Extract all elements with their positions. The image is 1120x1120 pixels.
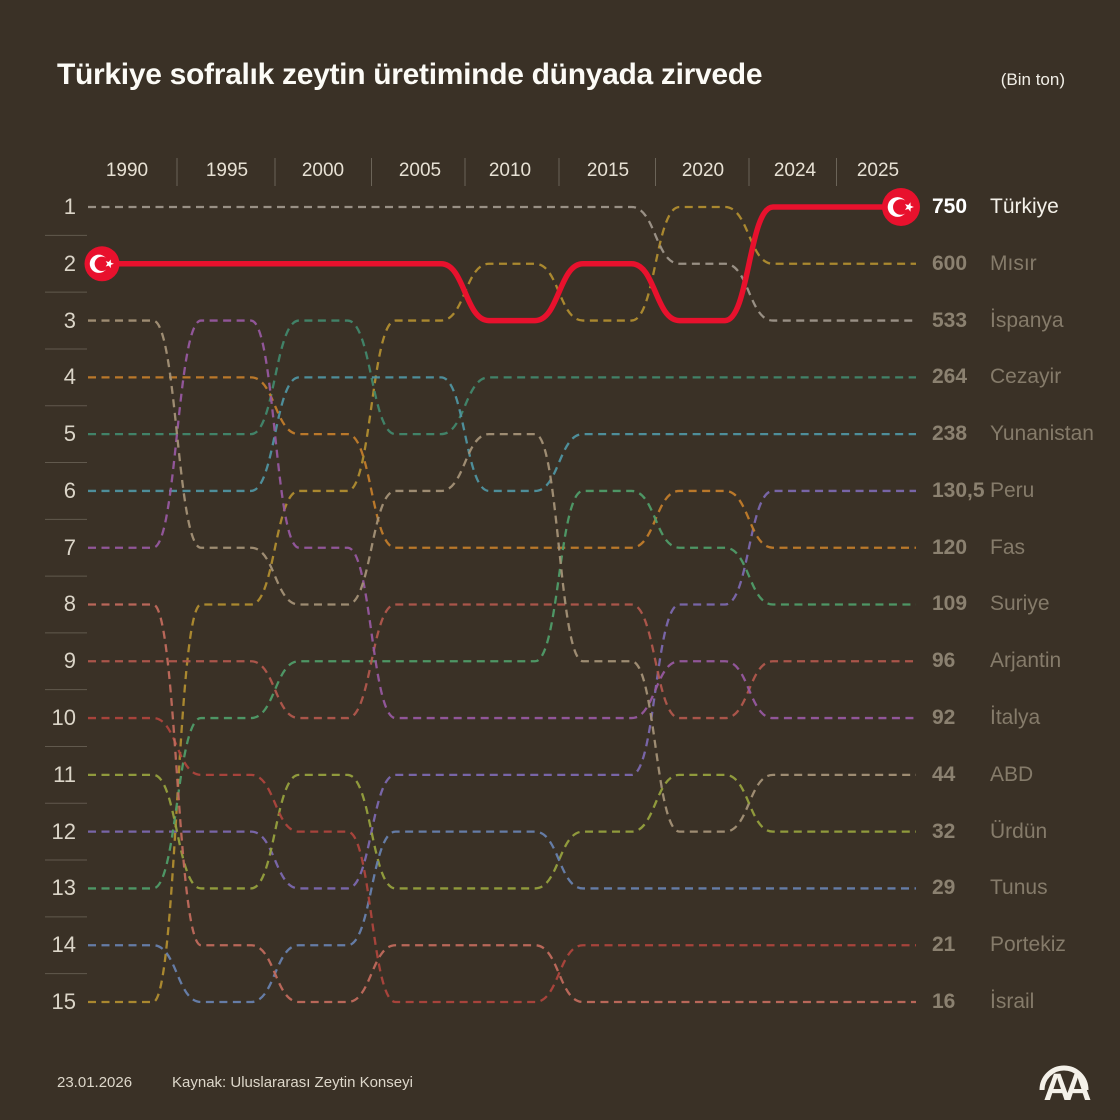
legend-value-Peru: 130,5 xyxy=(932,478,985,502)
legend-country-Suriye: Suriye xyxy=(990,592,1050,616)
rank-label-15: 15 xyxy=(51,988,76,1014)
rank-label-13: 13 xyxy=(51,875,76,901)
rank-label-3: 3 xyxy=(63,307,76,333)
legend-country-Cezayir: Cezayir xyxy=(990,365,1062,389)
legend-value-Arjantin: 96 xyxy=(932,649,956,673)
legend-country-Tunus: Tunus xyxy=(990,876,1048,900)
legend-country-Mısır: Mısır xyxy=(990,251,1037,275)
legend-country-İspanya: İspanya xyxy=(990,308,1064,332)
bump-line-Yunanistan xyxy=(88,376,916,493)
legend-value-Türkiye: 750 xyxy=(932,195,968,218)
rank-label-6: 6 xyxy=(63,477,76,503)
rank-label-12: 12 xyxy=(51,818,76,844)
legend-value-Fas: 120 xyxy=(932,535,968,559)
rank-label-11: 11 xyxy=(53,761,76,787)
legend-value-Yunanistan: 238 xyxy=(932,422,968,446)
bump-line-Tunus xyxy=(88,830,916,1004)
turkey-flag-start xyxy=(84,246,120,282)
logo-text: AA xyxy=(1044,1067,1091,1109)
bump-line-Portekiz xyxy=(88,716,916,1004)
legend-value-Portekiz: 21 xyxy=(932,933,956,957)
legend-country-Türkiye: Türkiye xyxy=(990,195,1059,218)
legend-country-Yunanistan: Yunanistan xyxy=(990,422,1094,446)
legend-value-ABD: 44 xyxy=(932,762,956,786)
legend-value-İtalya: 92 xyxy=(932,706,956,730)
bump-line-Peru xyxy=(88,489,916,890)
unit-label: (Bin ton) xyxy=(1000,70,1065,89)
legend-country-Fas: Fas xyxy=(990,535,1026,559)
aa-agency-logo: AA xyxy=(1039,1065,1098,1109)
turkey-flag-end xyxy=(882,188,920,226)
year-label-2025: 2025 xyxy=(856,160,900,181)
bump-line-Ürdün xyxy=(88,773,916,890)
footer-date: 23.01.2026 xyxy=(57,1074,133,1091)
year-label-2024: 2024 xyxy=(773,160,817,181)
bump-line-Cezayir xyxy=(88,319,916,436)
legend-value-Ürdün: 32 xyxy=(932,819,956,843)
logo-arc xyxy=(1039,1065,1089,1091)
bump-line-Mısır xyxy=(88,205,916,1004)
year-label-2015: 2015 xyxy=(586,160,630,181)
rank-label-7: 7 xyxy=(63,534,76,560)
rank-label-14: 14 xyxy=(51,932,76,958)
legend-value-İsrail: 16 xyxy=(932,989,956,1013)
year-label-2020: 2020 xyxy=(681,160,725,181)
bump-line-Fas xyxy=(88,376,916,549)
year-label-1995: 1995 xyxy=(205,160,249,181)
rank-label-1: 1 xyxy=(63,194,76,219)
legend-value-Mısır: 600 xyxy=(932,251,968,275)
bump-line-Türkiye xyxy=(102,204,901,324)
rank-label-9: 9 xyxy=(63,648,76,674)
bump-line-İspanya xyxy=(88,205,916,322)
legend-value-İspanya: 533 xyxy=(932,308,968,332)
bump-line-İsrail xyxy=(88,603,916,1004)
legend-value-Suriye: 109 xyxy=(932,592,968,616)
rank-label-10: 10 xyxy=(51,705,76,731)
legend-country-Peru: Peru xyxy=(990,478,1035,502)
year-label-2000: 2000 xyxy=(301,160,345,181)
legend-country-Arjantin: Arjantin xyxy=(990,649,1062,673)
rank-label-2: 2 xyxy=(63,250,76,276)
rank-label-4: 4 xyxy=(63,364,76,390)
page-title: Türkiye sofralık zeytin üretiminde dünya… xyxy=(57,58,763,91)
bump-line-ABD xyxy=(88,319,916,833)
legend-country-İsrail: İsrail xyxy=(990,989,1035,1013)
year-label-1990: 1990 xyxy=(105,160,149,181)
legend-country-İtalya: İtalya xyxy=(990,706,1041,730)
legend-value-Cezayir: 264 xyxy=(932,365,968,389)
year-label-2005: 2005 xyxy=(398,160,442,181)
footer-source: Kaynak: Uluslararası Zeytin Konseyi xyxy=(172,1074,413,1091)
year-label-2010: 2010 xyxy=(488,160,532,181)
rank-label-5: 5 xyxy=(63,421,76,447)
bump-line-Suriye xyxy=(88,489,916,890)
bump-line-Arjantin xyxy=(88,603,916,720)
legend-value-Tunus: 29 xyxy=(932,876,956,900)
legend-country-Ürdün: Ürdün xyxy=(990,819,1048,843)
legend-country-Portekiz: Portekiz xyxy=(990,933,1066,957)
bump-line-İtalya xyxy=(88,319,916,720)
rank-label-8: 8 xyxy=(63,591,76,617)
legend-country-ABD: ABD xyxy=(990,762,1034,786)
